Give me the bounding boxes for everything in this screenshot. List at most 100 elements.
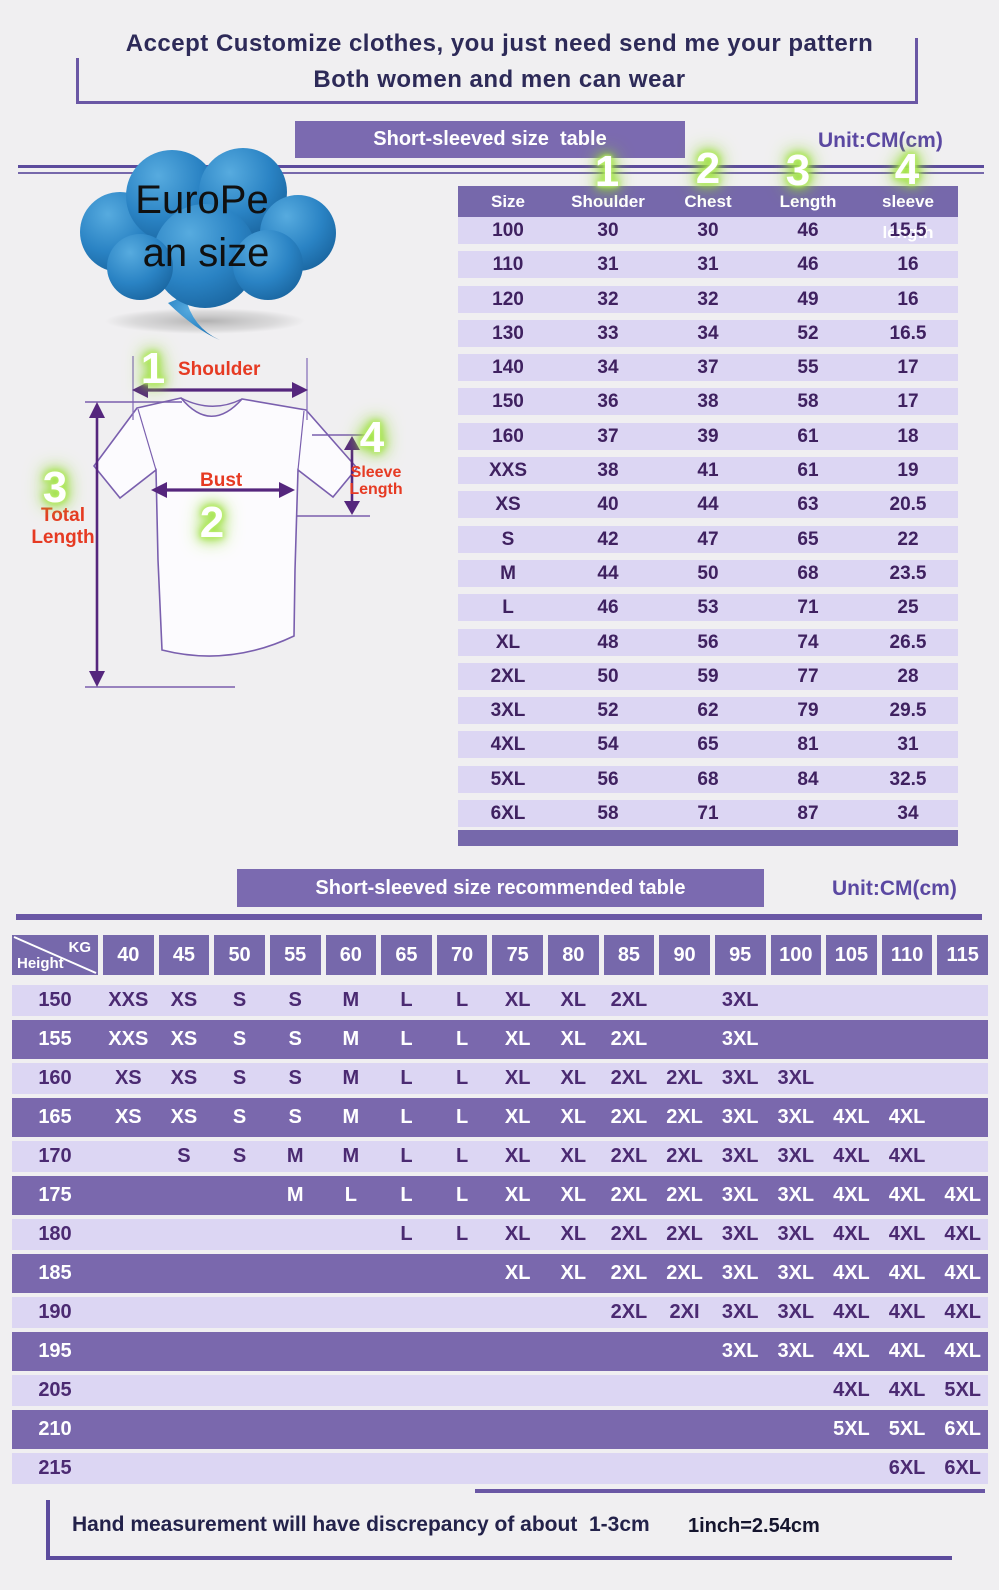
recommended-size-cell [937,1098,988,1137]
recommended-size-cell [437,1453,488,1484]
recommended-size-cell [214,1176,265,1215]
recommended-size-cell: 4XL [944,1340,982,1362]
recommended-size-cell: 2XL [610,1028,648,1050]
size-table-cell: 31 [597,254,619,276]
recommended-size-cell [381,1453,432,1484]
recommended-size-cell: 3XL [777,1067,815,1089]
weight-column-header: 70 [436,935,488,975]
recommended-size-cell [437,1410,488,1449]
recommended-size-cell [771,1410,822,1449]
size-table-cell: 19 [897,460,919,482]
recommended-size-cell: 4XL [944,1262,982,1284]
recommended-size-cell: 4XL [888,1106,926,1128]
height-label: 180 [38,1223,72,1245]
recommend-table-row: 210 5XL 5XL 6XL [12,1410,988,1449]
size-table-cell: 6XL [490,803,526,825]
recommended-size-cell: 3XL [721,1223,759,1245]
recommended-size-cell: 3XL [721,1067,759,1089]
recommended-size-cell [270,1219,321,1250]
weight-column-header: 65 [381,935,432,975]
recommended-size-cell: 4XL [888,1262,926,1284]
recommended-size-cell: S [288,1028,302,1050]
recommended-size-cell: 4XL [833,1184,870,1206]
recommended-size-cell: 3XL [721,1184,759,1206]
recommended-size-cell: 4XL [833,1379,870,1401]
size-table-row: 110 31 31 46 16 [458,251,958,279]
tshirt-outline [92,397,359,657]
recommended-size-cell: M [342,989,360,1011]
recommended-size-cell: L [400,1223,413,1245]
weight-column-header: 95 [714,935,766,975]
recommended-size-cell [326,1219,377,1250]
column-marker-2: 2 [695,144,721,193]
divider-rule-top-shadow [18,172,984,174]
size-table-cell: 23.5 [889,562,927,584]
size-table-cell: 22 [897,528,919,550]
total-length-measure-arrow [85,401,235,688]
size-table-unit: Unit:CM(cm) [818,129,943,152]
weight-column-header: 40 [103,935,154,975]
recommended-size-cell [381,1332,432,1371]
recommended-size-cell: XS [170,1028,198,1050]
recommended-size-cell: XS [114,1067,142,1089]
recommend-table-bottom-bar [475,1489,985,1493]
recommended-size-cell [492,1410,543,1449]
size-table-cell: 160 [492,425,524,447]
recommended-size-cell [326,1332,377,1371]
size-table: Size Shoulder Chest Length sleeve length 100… [458,186,958,834]
recommended-size-cell: S [232,1145,247,1167]
title-line1: Accept Customize clothes, you just need … [125,30,874,57]
recommended-size-cell: S [232,1028,247,1050]
inch-conversion-note: 1inch=2.54cm [688,1515,820,1537]
size-table-cell: 71 [797,597,819,619]
height-label: 170 [38,1145,72,1167]
size-table-cell: 44 [597,562,619,584]
weight-column-header: 55 [269,935,321,975]
recommend-table-row: 160 XS XS S S M L L XL XL 2XL 2XL 3XL 3XL [12,1063,988,1094]
recommended-size-cell: 4XL [944,1184,982,1206]
height-label: 160 [38,1067,72,1089]
size-table-cell: 44 [697,494,719,516]
size-table-cell: 55 [797,357,819,379]
recommend-table-row: 195 3XL 3XL 4XL 4XL 4XL [12,1332,988,1371]
recommended-size-cell [604,1375,655,1406]
recommended-size-cell [159,1219,210,1250]
recommended-size-cell: XL [504,989,531,1011]
recommended-size-cell [437,1332,488,1371]
height-label: 185 [38,1262,72,1284]
size-table-column-header: Size [490,192,526,211]
size-table-cell: 15.5 [889,220,927,241]
recommended-size-cell: L [400,1028,413,1050]
recommended-size-cell [882,1063,933,1094]
weight-column-header: 50 [214,935,265,975]
recommended-size-cell: 5XL [833,1418,870,1440]
size-table-cell: L [502,597,514,619]
tshirt-collar [180,397,243,407]
recommend-table-row: 205 4XL 4XL 5XL [12,1375,988,1406]
recommend-table-banner: Short-sleeved size recommended table [237,869,764,907]
recommended-size-cell [103,1453,154,1484]
size-table-cell: 32.5 [889,768,927,790]
size-table-row: 2XL 50 59 77 28 [458,662,958,690]
size-table-footer-bar [458,830,958,846]
recommended-size-cell: M [342,1028,360,1050]
recommended-size-cell [103,1176,154,1215]
size-table-row: L 46 53 71 25 [458,594,958,622]
recommended-size-cell: XS [170,1067,198,1089]
recommended-size-cell [326,1254,377,1293]
recommended-size-cell [103,1410,154,1449]
title-bracket-bottom [76,101,918,104]
size-table-row: 140 34 37 55 17 [458,354,958,382]
size-table-cell: 32 [697,288,719,310]
size-table-cell: 34 [897,803,919,825]
footer-bracket-bottom [46,1556,952,1560]
recommended-size-cell [214,1453,265,1484]
recommended-size-cell [937,1141,988,1172]
recommended-size-cell: L [344,1184,357,1206]
recommended-size-cell: 2XL [666,1184,703,1206]
size-table-cell: 68 [797,562,819,584]
recommended-size-cell: 3XL [777,1262,815,1284]
recommended-size-cell: 2XL [610,1223,648,1245]
recommended-size-cell: 2XL [610,1145,648,1167]
size-table-cell: 84 [797,768,819,790]
